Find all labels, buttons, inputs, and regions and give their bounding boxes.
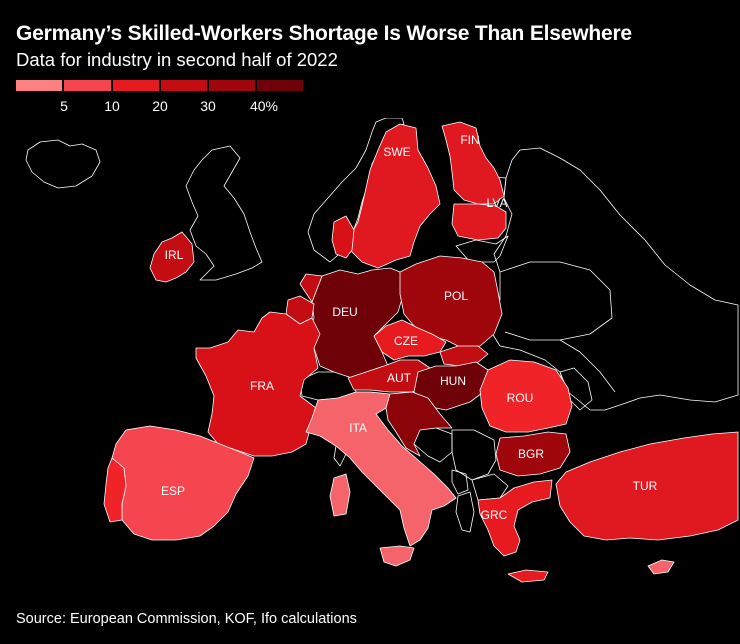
country-rou [479, 359, 573, 433]
legend-tick-10: 10 [104, 98, 120, 114]
legend-tick-5: 5 [60, 98, 68, 114]
country-nld [299, 273, 323, 303]
montenegro-outline [451, 469, 469, 495]
label-fra: FRA [250, 379, 274, 393]
label-rou: ROU [507, 391, 534, 405]
country-irl [149, 231, 195, 283]
label-hun: HUN [440, 374, 466, 388]
label-ita: ITA [349, 421, 367, 435]
country-ita-sicily [379, 545, 415, 567]
legend-tick-40: 40% [249, 98, 279, 114]
great-britain-outline [185, 145, 263, 281]
country-tur [555, 431, 739, 541]
macedonia-outline [471, 473, 509, 501]
belarus-border [499, 261, 613, 341]
legend-tick-20: 20 [152, 98, 168, 114]
label-lva: LVA [487, 196, 508, 210]
country-fin [441, 121, 505, 205]
label-aut: AUT [387, 371, 412, 385]
label-grc: GRC [481, 508, 508, 522]
country-prt [103, 457, 127, 523]
chart-title: Germany’s Skilled-Workers Shortage Is Wo… [16, 22, 632, 45]
label-cze: CZE [394, 334, 418, 348]
country-svn-hrv [385, 391, 453, 457]
label-irl: IRL [165, 248, 184, 262]
label-swe: SWE [383, 145, 410, 159]
chart-subtitle: Data for industry in second half of 2022 [16, 49, 338, 70]
europe-map: SWE FIN LVA IRL DEU POL CZE FRA AUT HUN … [0, 118, 740, 604]
legend-swatch-5-10 [64, 80, 111, 91]
legend-tick-30: 30 [200, 98, 216, 114]
iceland-outline [25, 139, 101, 189]
label-tur: TUR [633, 479, 658, 493]
serbia-outline [451, 429, 497, 481]
country-grc-crete [507, 569, 549, 583]
albania-outline [455, 491, 475, 533]
color-legend: 5 10 20 30 40% [16, 80, 306, 114]
country-grc [477, 479, 553, 557]
country-pol [399, 255, 503, 349]
country-bgr [495, 431, 571, 477]
label-pol: POL [444, 289, 468, 303]
legend-swatch-0-5 [16, 80, 62, 91]
country-cyp [647, 559, 675, 575]
legend-swatch-30-40 [209, 80, 255, 91]
norway-outline [307, 118, 405, 263]
label-esp: ESP [161, 484, 185, 498]
country-dnk [331, 215, 355, 259]
country-swe [349, 123, 441, 269]
label-deu: DEU [332, 305, 357, 319]
country-cze [373, 319, 447, 361]
bosnia-outline [411, 427, 453, 463]
legend-swatch-20-30 [161, 80, 207, 91]
country-lva [451, 203, 507, 241]
label-fin: FIN [460, 133, 479, 147]
country-ita-sardinia [329, 473, 351, 517]
ukraine-border [559, 339, 616, 393]
legend-swatch-10-20 [113, 80, 159, 91]
legend-swatch-40-plus [257, 80, 303, 91]
country-deu [305, 267, 405, 379]
label-bgr: BGR [518, 447, 544, 461]
eastern-countries-outline [489, 147, 739, 411]
source-note: Source: European Commission, KOF, Ifo ca… [16, 611, 357, 627]
country-svk [439, 345, 489, 367]
